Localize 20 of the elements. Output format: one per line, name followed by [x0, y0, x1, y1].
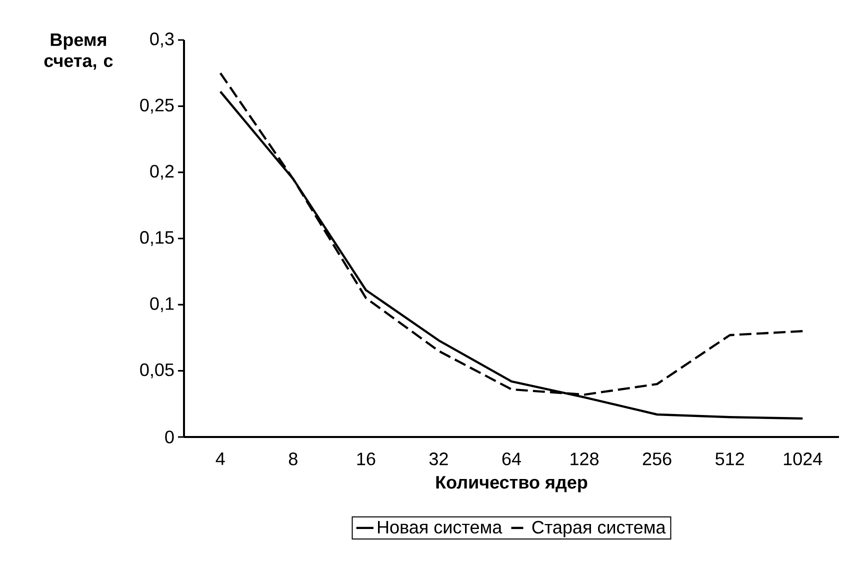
x-tick-label: 1024: [784, 452, 822, 466]
y-tick-label: 0,3: [150, 32, 174, 48]
y-axis-title: Время счета, с: [44, 34, 113, 70]
y-tick-label: 0,05: [140, 363, 174, 378]
y-tick-label: 0,2: [150, 164, 174, 180]
y-tick-label: 0,25: [140, 98, 174, 114]
y-tick-label: 0: [165, 430, 174, 444]
x-tick-label: 32: [429, 452, 448, 466]
y-tick-label: 0,15: [140, 231, 174, 246]
x-tick-label: 256: [642, 452, 672, 466]
x-tick-label: 16: [357, 452, 376, 466]
y-tick-label: 0,1: [150, 297, 174, 312]
x-tick-label: 64: [502, 452, 521, 466]
x-tick-label: 8: [288, 452, 298, 466]
legend-label: Новая система: [378, 520, 502, 534]
legend-label: Старая система: [532, 520, 666, 538]
x-tick-label: 128: [570, 452, 599, 466]
x-tick-label: 512: [716, 452, 744, 466]
x-axis-title: Количество ядер: [436, 476, 588, 492]
x-tick-label: 4: [216, 452, 225, 465]
